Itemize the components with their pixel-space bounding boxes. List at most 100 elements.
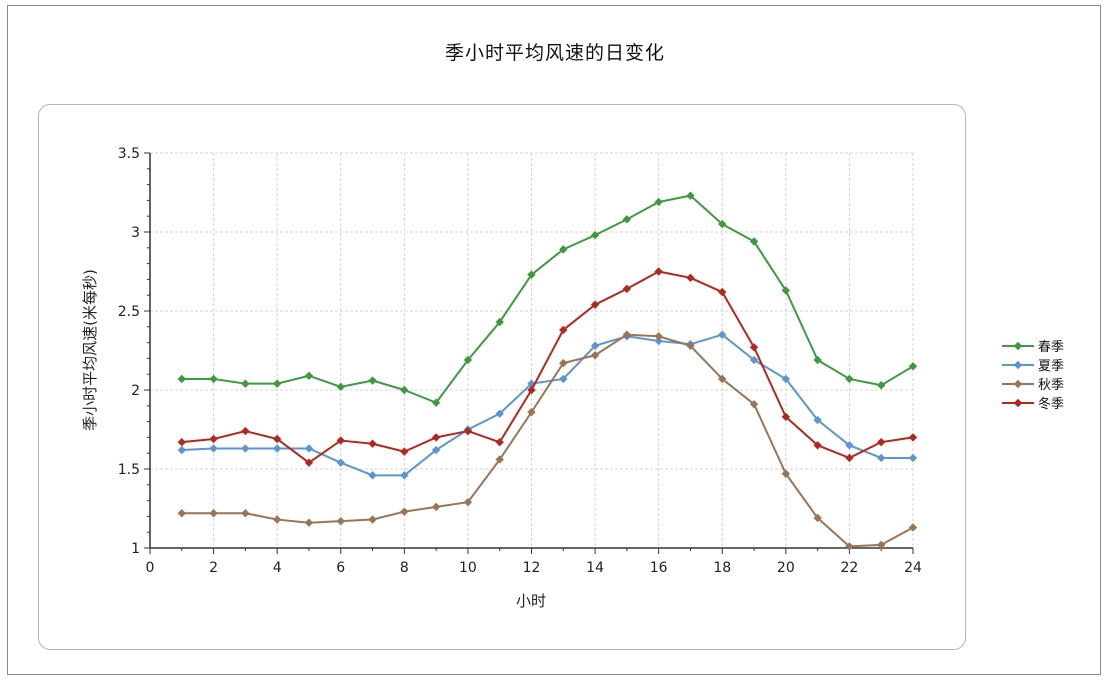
grid-lines [150,152,914,548]
data-point-marker [781,412,791,422]
x-tick-label: 10 [459,560,477,576]
x-axis-title: 小时 [516,592,546,610]
series-4 [177,267,918,467]
data-point-marker [718,330,727,339]
data-point-marker [272,379,282,388]
x-tick-label: 18 [713,560,731,576]
data-point-marker [241,426,250,436]
y-axis-title: 季小时平均风速(米每秒) [81,269,99,431]
data-point-marker [908,362,918,371]
data-point-marker [845,453,854,463]
data-point-marker [209,444,218,453]
data-point-marker [813,415,822,425]
data-point-marker [559,325,568,335]
data-point-marker [336,516,345,526]
data-point-marker [209,374,218,384]
axis-labels: 小时 季小时平均风速(米每秒) [81,269,546,610]
data-point-marker [559,374,568,384]
x-tick-label: 8 [400,560,409,576]
data-point-marker [368,376,377,385]
data-point-marker [781,286,791,295]
data-point-marker [622,215,632,224]
data-point-marker [368,439,377,448]
legend-swatch-marker [1013,360,1023,369]
legend-swatch-marker [1013,398,1023,407]
legend-label: 冬季 [1038,397,1065,412]
data-point-marker [177,374,186,384]
data-point-marker [559,245,568,254]
data-point-marker [845,542,854,551]
data-point-marker [272,444,282,453]
data-point-marker [845,441,854,450]
data-point-marker [813,355,822,365]
x-tick-label: 24 [904,560,922,576]
data-point-marker [431,433,441,442]
data-point-marker [431,502,441,512]
data-point-marker [686,341,695,350]
data-point-marker [463,426,473,436]
data-point-marker [241,509,250,518]
legend-label: 秋季 [1038,378,1065,393]
data-point-marker [527,385,536,395]
series-2 [177,330,918,480]
series-line [181,333,914,548]
data-point-marker [877,381,886,390]
data-point-marker [749,400,759,409]
data-point-marker [877,453,886,463]
legend-item: 春季 [1000,336,1090,355]
legend-label: 春季 [1038,340,1065,355]
data-point-marker [495,455,504,464]
legend-swatch-marker [1013,341,1023,350]
data-point-marker [908,453,918,463]
data-point-marker [400,471,409,480]
data-point-marker [686,191,695,200]
data-point-marker [749,355,759,365]
data-point-marker [304,458,314,467]
series-1 [177,191,918,407]
data-point-marker [654,197,663,207]
data-point-marker [463,355,473,365]
legend-item: 冬季 [1000,393,1090,412]
data-point-marker [304,371,314,380]
x-tick-label: 0 [146,560,155,576]
data-point-marker [590,300,600,309]
data-point-marker [686,273,695,283]
y-tick-label: 1.5 [118,462,140,478]
data-point-marker [749,237,759,246]
data-point-marker [304,444,314,453]
data-point-marker [527,407,536,417]
data-point-marker [177,445,186,455]
legend-item: 秋季 [1000,374,1090,393]
y-tick-label: 2.5 [118,304,140,320]
x-tick-label: 6 [336,560,345,576]
x-tick-label: 16 [650,560,668,576]
data-point-marker [368,515,377,524]
data-point-marker [495,437,504,447]
x-tick-label: 20 [777,560,795,576]
series-line [181,333,913,477]
data-point-marker [908,523,918,532]
data-point-marker [813,513,822,523]
x-tick-label: 22 [841,560,859,576]
data-point-marker [877,437,886,447]
data-point-marker [209,434,218,444]
data-point-marker [209,509,218,518]
data-point-marker [718,219,727,229]
plot-panel [38,104,966,650]
data-point-marker [654,267,663,276]
data-point-marker [813,441,822,450]
data-point-marker [590,351,600,360]
legend-swatch-marker [1013,379,1023,388]
data-point-marker [622,284,632,294]
series-line [181,194,914,404]
y-tick-label: 1 [131,541,140,557]
legend-swatch [1002,398,1034,407]
data-point-marker [845,374,854,384]
data-point-marker [431,445,441,455]
data-point-marker [590,341,600,350]
data-point-marker [908,433,918,442]
data-point-marker [304,518,314,527]
data-point-marker [400,507,409,516]
series-3 [177,330,918,551]
